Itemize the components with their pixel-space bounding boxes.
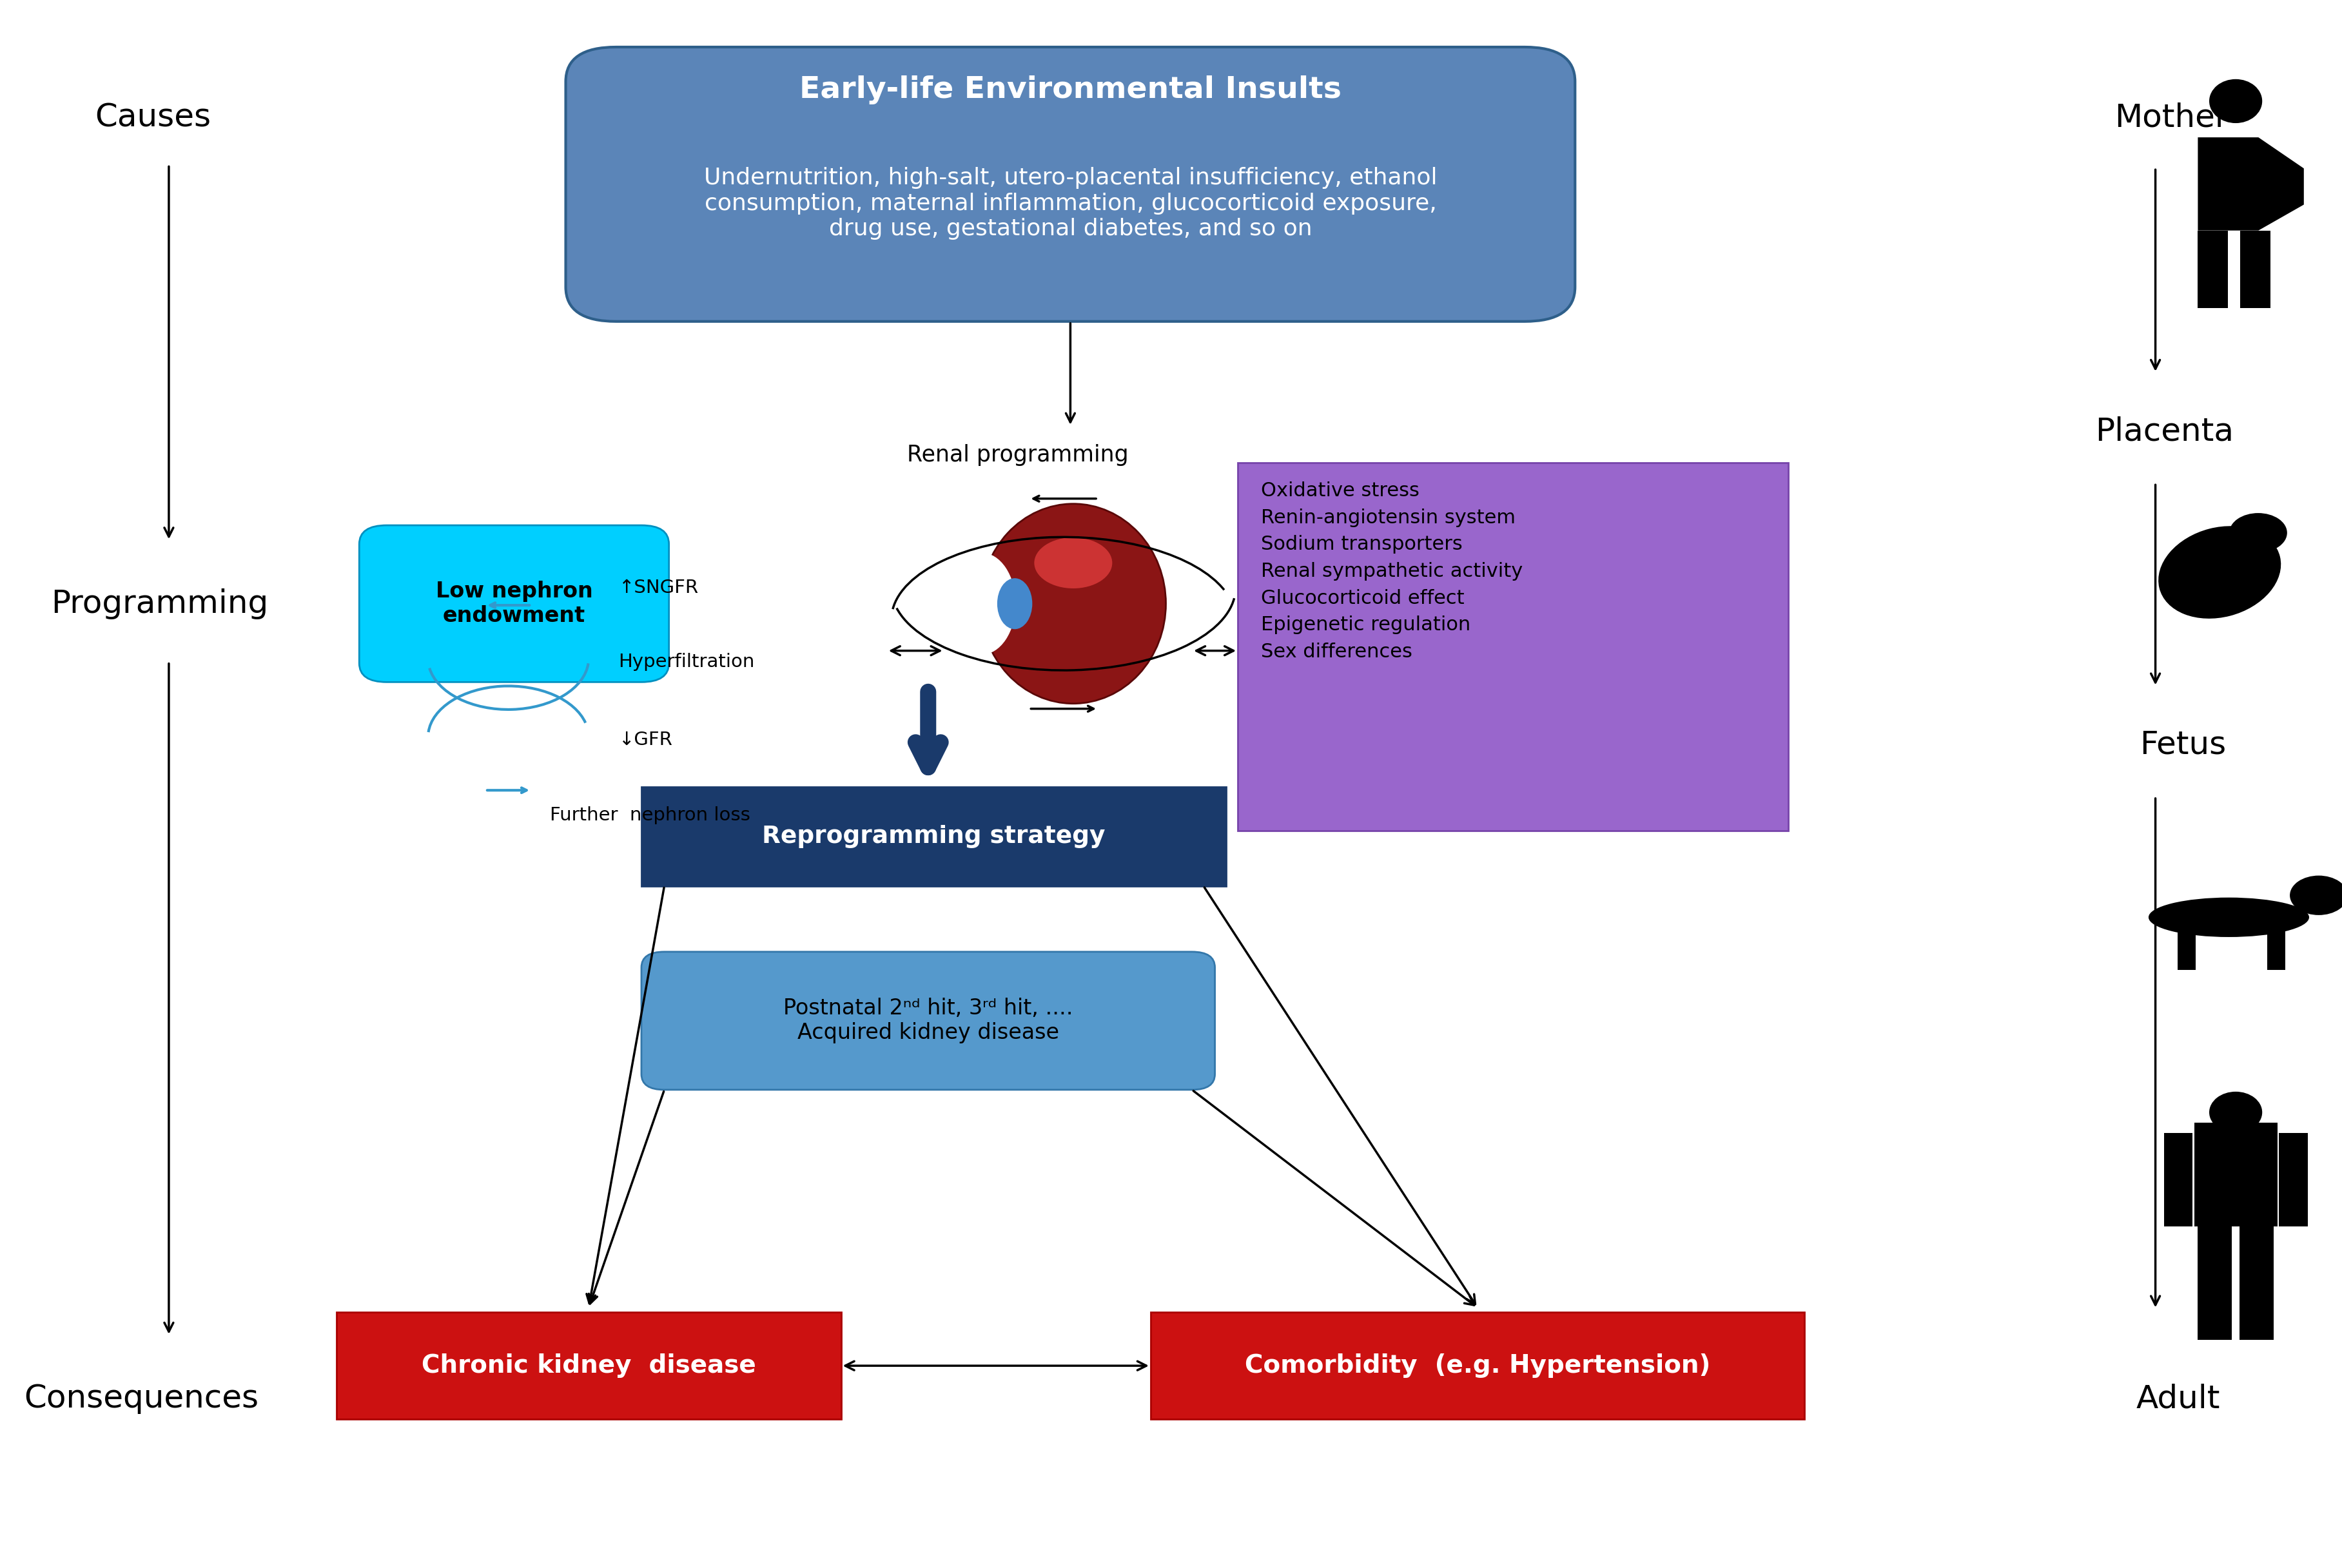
- Text: Further  nephron loss: Further nephron loss: [550, 806, 749, 825]
- Ellipse shape: [2230, 513, 2288, 552]
- Ellipse shape: [1035, 538, 1112, 588]
- Text: Postnatal 2ⁿᵈ hit, 3ʳᵈ hit, ....
Acquired kidney disease: Postnatal 2ⁿᵈ hit, 3ʳᵈ hit, .... Acquire…: [782, 997, 1073, 1044]
- Text: ↓GFR: ↓GFR: [618, 731, 672, 750]
- Text: Adult: Adult: [2136, 1383, 2220, 1414]
- Ellipse shape: [981, 503, 1166, 704]
- Text: Renal programming: Renal programming: [906, 444, 1129, 466]
- Bar: [2267, 917, 2286, 971]
- Text: Oxidative stress
Renin-angiotensin system
Sodium transporters
Renal sympathetic : Oxidative stress Renin-angiotensin syste…: [1260, 481, 1522, 662]
- Text: Hyperfiltration: Hyperfiltration: [618, 652, 754, 671]
- FancyBboxPatch shape: [642, 952, 1215, 1090]
- Ellipse shape: [2209, 78, 2262, 124]
- Text: ↑SNGFR: ↑SNGFR: [618, 579, 698, 597]
- Ellipse shape: [2148, 897, 2309, 938]
- Bar: [2197, 230, 2227, 307]
- FancyBboxPatch shape: [337, 1312, 841, 1419]
- Bar: [2178, 917, 2194, 971]
- Ellipse shape: [2159, 527, 2281, 618]
- Bar: [2194, 1123, 2276, 1226]
- Text: Reprogramming strategy: Reprogramming strategy: [761, 825, 1105, 848]
- Text: Low nephron
endowment: Low nephron endowment: [436, 580, 593, 627]
- FancyBboxPatch shape: [642, 787, 1227, 886]
- FancyBboxPatch shape: [358, 525, 670, 682]
- Ellipse shape: [2209, 1091, 2262, 1134]
- Text: Mother: Mother: [2115, 102, 2227, 133]
- Text: Fetus: Fetus: [2141, 729, 2227, 760]
- Ellipse shape: [2290, 875, 2342, 916]
- Bar: [2239, 1221, 2274, 1341]
- Polygon shape: [2197, 138, 2305, 230]
- Bar: [2279, 1134, 2307, 1226]
- Text: Placenta: Placenta: [2096, 416, 2234, 447]
- Text: Consequences: Consequences: [23, 1383, 258, 1414]
- FancyBboxPatch shape: [1239, 463, 1789, 831]
- Text: Comorbidity  (e.g. Hypertension): Comorbidity (e.g. Hypertension): [1244, 1353, 1710, 1378]
- Ellipse shape: [998, 579, 1033, 629]
- Bar: [2241, 230, 2272, 307]
- Text: Chronic kidney  disease: Chronic kidney disease: [422, 1353, 756, 1378]
- Text: Causes: Causes: [94, 102, 211, 133]
- Ellipse shape: [949, 554, 1016, 655]
- Text: Early-life Environmental Insults: Early-life Environmental Insults: [799, 75, 1342, 103]
- Text: Programming: Programming: [52, 588, 269, 619]
- FancyBboxPatch shape: [567, 47, 1576, 321]
- Text: Undernutrition, high-salt, utero-placental insufficiency, ethanol
consumption, m: Undernutrition, high-salt, utero-placent…: [703, 168, 1438, 240]
- Bar: [2197, 1221, 2232, 1341]
- FancyBboxPatch shape: [1150, 1312, 1803, 1419]
- Bar: [2164, 1134, 2192, 1226]
